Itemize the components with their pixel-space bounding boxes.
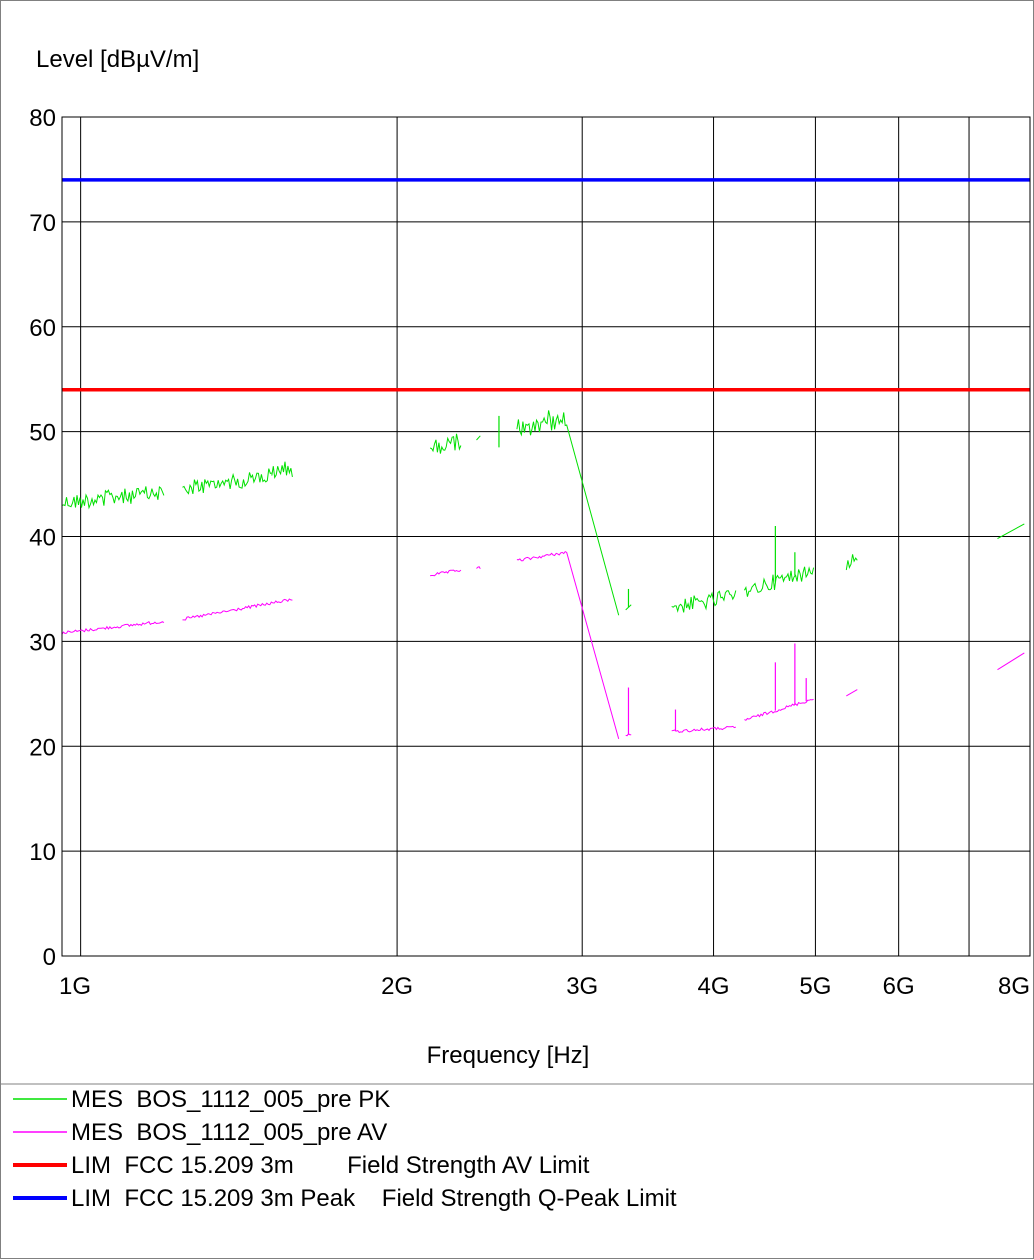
legend-label: LIM FCC 15.209 3m Peak Field Strength Q-…: [71, 1185, 677, 1212]
y-tick-label: 60: [29, 315, 56, 342]
series-2: [61, 550, 1025, 740]
grid: [62, 116, 1031, 957]
series-line: [671, 590, 737, 613]
series-line: [625, 604, 632, 611]
series-line: [845, 554, 858, 571]
series-line: [476, 566, 481, 569]
y-axis-label: Level [dBµV/m]: [36, 46, 199, 73]
x-tick-label: 8G: [998, 973, 1030, 1000]
series-line: [182, 468, 272, 495]
series-1: [61, 410, 1025, 616]
y-tick-label: 20: [29, 734, 56, 761]
y-tick-label: 80: [29, 105, 56, 132]
series-line: [743, 566, 815, 597]
plot-area-border: [61, 116, 1031, 957]
axes: 0 10 20 30 40 50 60 70 80 1G 2G 3G 4G 5G 6G 8G: [29, 105, 1031, 1000]
series-line: [516, 410, 620, 616]
x-tick-label: 6G: [883, 973, 915, 1000]
series-line: [476, 435, 481, 441]
x-tick-label: 2G: [381, 973, 413, 1000]
legend-label: LIM FCC 15.209 3m Field Strength AV Limi…: [71, 1152, 590, 1179]
y-tick-label: 30: [29, 629, 56, 656]
y-tick-label: 40: [29, 525, 56, 552]
y-tick-label: 0: [43, 944, 56, 971]
y-tick-label: 10: [29, 839, 56, 866]
legend: MES BOS_1112_005_pre PK MES BOS_1112_005_…: [13, 1086, 677, 1212]
x-tick-label: 5G: [799, 973, 831, 1000]
series-line: [61, 621, 165, 635]
x-tick-label: 3G: [566, 973, 598, 1000]
y-tick-label: 50: [29, 420, 56, 447]
series-line: [997, 523, 1025, 540]
legend-label: MES BOS_1112_005_pre AV: [71, 1119, 387, 1146]
x-axis-label: Frequency [Hz]: [427, 1042, 590, 1069]
series-line: [182, 598, 293, 621]
series-line: [429, 433, 462, 454]
series-line: [744, 698, 814, 721]
series-line: [846, 689, 858, 697]
x-tick-label: 4G: [698, 973, 730, 1000]
x-tick-label: 1G: [59, 973, 91, 1000]
series-line: [671, 725, 736, 733]
series-line: [430, 569, 462, 577]
series-line: [61, 486, 165, 510]
y-tick-label: 70: [29, 210, 56, 237]
series-line: [997, 652, 1025, 671]
series-layer: [61, 178, 1030, 740]
legend-label: MES BOS_1112_005_pre PK: [71, 1086, 390, 1113]
series-line: [516, 550, 620, 740]
series-line: [271, 461, 293, 480]
